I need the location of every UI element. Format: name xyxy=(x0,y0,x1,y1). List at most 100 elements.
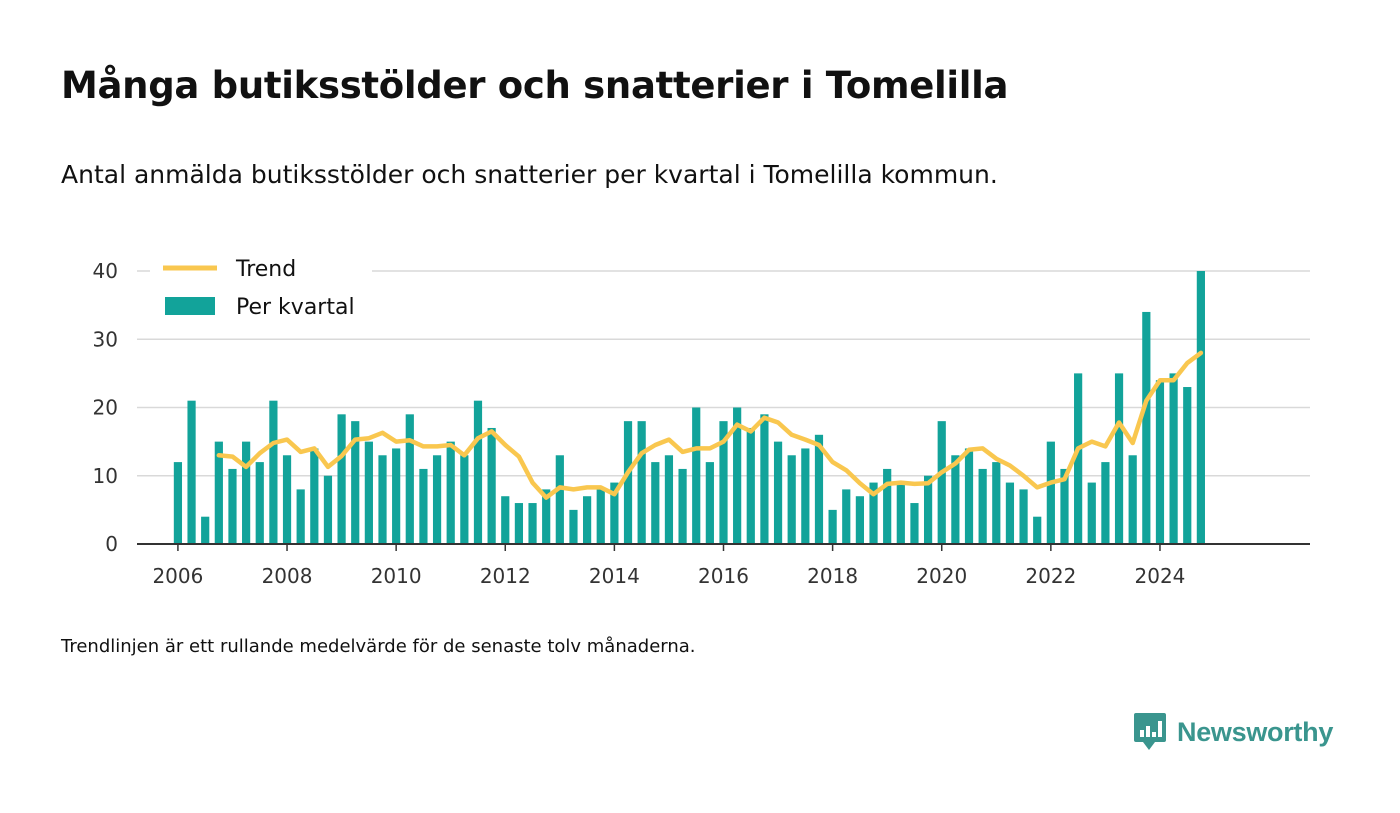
bar xyxy=(1142,311,1151,544)
x-tick-label-2012: 2012 xyxy=(480,564,531,588)
bar xyxy=(1196,271,1205,544)
bar xyxy=(446,441,455,544)
brand-name: Newsworthy xyxy=(1177,716,1334,747)
bar xyxy=(651,462,660,544)
x-tick-label-2014: 2014 xyxy=(589,564,640,588)
bar xyxy=(296,489,305,544)
bar xyxy=(528,503,537,544)
bar xyxy=(896,482,905,544)
bar xyxy=(760,414,769,544)
bar xyxy=(842,489,851,544)
chart-area: 0 10 20 30 40 2006 2008 2010 2012 2014 2016 2018 202… xyxy=(92,257,1310,588)
bar xyxy=(419,468,428,544)
bar xyxy=(282,455,292,544)
bar xyxy=(678,468,687,544)
bar xyxy=(405,414,414,544)
bar xyxy=(555,455,564,544)
footnote: Trendlinjen är ett rullande medelvärde f… xyxy=(61,636,696,657)
x-tick-label-2024: 2024 xyxy=(1135,564,1186,588)
chart-subtitle: Antal anmälda butiksstölder och snatteri… xyxy=(61,160,998,189)
bar xyxy=(242,441,251,544)
bar xyxy=(596,489,605,544)
y-tick-label-0: 0 xyxy=(105,532,118,556)
y-tick-label-10: 10 xyxy=(93,464,118,488)
bar xyxy=(364,441,373,544)
bar xyxy=(664,455,674,544)
axes: 0 10 20 30 40 2006 2008 2010 2012 2014 2016 2018 202… xyxy=(93,259,1310,588)
bar xyxy=(323,475,333,544)
bar xyxy=(1074,373,1083,544)
bar xyxy=(214,441,223,544)
bar xyxy=(337,414,346,544)
bar xyxy=(351,421,360,544)
x-tick-label-2020: 2020 xyxy=(916,564,967,588)
y-tick-label-20: 20 xyxy=(93,396,118,420)
bar xyxy=(801,448,810,544)
bar xyxy=(883,468,892,544)
bar xyxy=(569,509,578,544)
y-tick-label-40: 40 xyxy=(93,259,118,283)
x-tick-label-2010: 2010 xyxy=(371,564,422,588)
bar xyxy=(501,496,510,544)
bar xyxy=(719,421,728,544)
bar xyxy=(964,448,974,544)
bar xyxy=(228,468,237,544)
bar xyxy=(1060,468,1069,544)
bar xyxy=(1033,516,1042,544)
bar xyxy=(392,448,401,544)
newsworthy-logo-icon xyxy=(1134,713,1166,750)
legend-trend-label: Trend xyxy=(235,257,296,282)
bar xyxy=(869,482,878,544)
bar xyxy=(255,462,264,544)
legend-bar-label: Per kvartal xyxy=(236,295,355,320)
bar xyxy=(814,434,824,544)
bar xyxy=(637,421,646,544)
bar xyxy=(923,475,933,544)
bar xyxy=(1169,373,1178,544)
bar xyxy=(692,407,701,544)
bar xyxy=(623,421,633,544)
bar xyxy=(1046,441,1055,544)
bar xyxy=(787,455,796,544)
bar xyxy=(705,462,714,544)
bar xyxy=(773,441,783,544)
bar xyxy=(1101,462,1110,544)
bar xyxy=(937,421,946,544)
bar xyxy=(378,455,387,544)
bar xyxy=(828,509,837,544)
bar xyxy=(583,496,592,544)
bar xyxy=(269,400,278,544)
bar xyxy=(514,503,524,544)
bar xyxy=(1183,387,1192,544)
chart-title: Många butiksstölder och snatterier i Tom… xyxy=(61,64,1009,107)
bar xyxy=(201,516,210,544)
y-tick-label-30: 30 xyxy=(93,327,118,351)
bar xyxy=(610,482,619,544)
bar xyxy=(1155,380,1165,544)
x-tick-label-2018: 2018 xyxy=(807,564,858,588)
trend-line xyxy=(216,350,1204,500)
bar xyxy=(432,455,442,544)
bar xyxy=(910,503,919,544)
bar xyxy=(173,462,183,544)
bar xyxy=(855,496,864,544)
bar xyxy=(1128,455,1137,544)
bar xyxy=(1019,489,1028,544)
bar xyxy=(992,462,1001,544)
bar xyxy=(978,468,987,544)
bar xyxy=(1087,482,1096,544)
bar xyxy=(951,455,960,544)
bar xyxy=(1114,373,1124,544)
bar xyxy=(187,400,196,544)
bar xyxy=(487,427,496,544)
bar xyxy=(542,489,551,544)
trend-series xyxy=(216,350,1204,500)
bar xyxy=(473,400,483,544)
bar xyxy=(460,455,469,544)
bar xyxy=(310,448,319,544)
legend-bar-swatch xyxy=(165,297,215,315)
bar xyxy=(746,427,755,544)
x-tick-label-2006: 2006 xyxy=(152,564,203,588)
bar xyxy=(733,407,742,544)
bar xyxy=(1005,482,1015,544)
